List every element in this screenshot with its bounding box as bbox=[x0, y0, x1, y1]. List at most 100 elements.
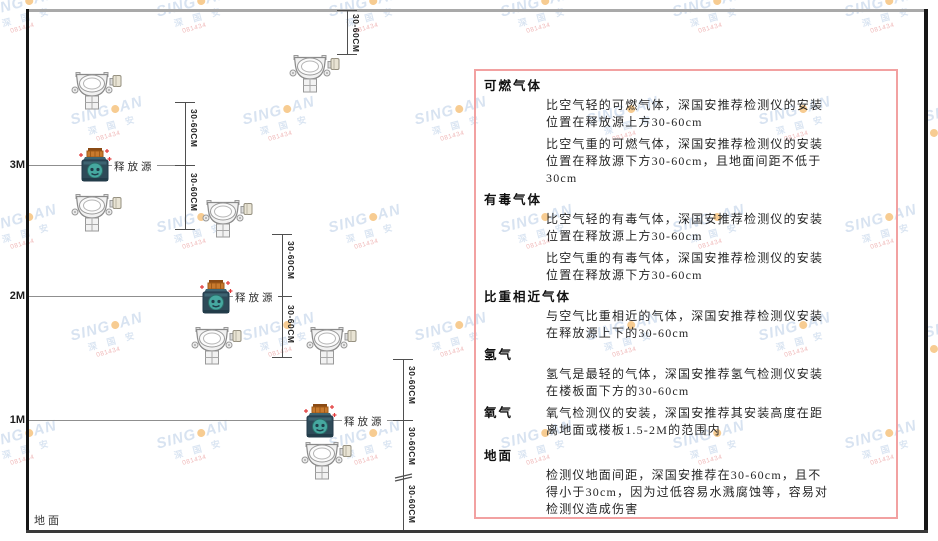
watermark-chinese-text: 深 国 安 bbox=[860, 5, 914, 29]
ceiling-line bbox=[26, 9, 928, 12]
level-line-2m bbox=[26, 296, 282, 297]
watermark-code-text: 081434 bbox=[267, 129, 294, 143]
section-title: 有毒气体 bbox=[484, 193, 543, 207]
watermark-code-text: 081434 bbox=[353, 21, 380, 35]
gas-detector-icon bbox=[305, 325, 357, 371]
release-source-icon bbox=[199, 279, 233, 319]
watermark-chinese-text: 深 国 安 bbox=[0, 221, 54, 245]
watermark-dot-icon bbox=[928, 343, 938, 354]
level-line-1m bbox=[26, 420, 403, 421]
gas-detector-icon bbox=[300, 440, 352, 486]
watermark-code-text: 081434 bbox=[697, 21, 724, 35]
section-paragraph: 与空气比重相近的气体，深国安推荐检测仪安装在释放源上下的30-60cm bbox=[546, 309, 824, 340]
watermark-dot-icon bbox=[195, 0, 206, 6]
watermark-dot-icon bbox=[23, 0, 34, 6]
info-panel-sections: 可燃气体 比空气轻的可燃气体，深国安推荐检测仪的安装位置在释放源上方30-60cm… bbox=[484, 78, 886, 517]
watermark-chinese-text: 深 国 安 bbox=[0, 5, 54, 29]
gas-detector-icon bbox=[190, 325, 242, 371]
watermark-dot-icon bbox=[109, 319, 120, 330]
watermark-dot-icon bbox=[367, 0, 378, 6]
dimension-line-ceiling bbox=[347, 10, 348, 55]
release-source-icon bbox=[78, 147, 112, 187]
panel-section: 地面检测仪地面间距，深国安推荐在30-60cm，且不得小于30cm，因为过低容易… bbox=[484, 448, 886, 517]
watermark-code-text: 081434 bbox=[9, 237, 36, 251]
section-title: 可燃气体 bbox=[484, 79, 543, 93]
dim-tick bbox=[337, 54, 357, 55]
watermark-dot-icon bbox=[195, 427, 206, 438]
right-wall-line bbox=[924, 9, 928, 533]
section-paragraph: 比空气轻的有毒气体，深国安推荐检测仪的安装位置在释放源上方30-60cm bbox=[546, 212, 824, 243]
watermark-code-text: 081434 bbox=[9, 21, 36, 35]
section-title: 氧气 bbox=[484, 406, 514, 420]
watermark-dot-icon bbox=[711, 0, 722, 6]
dim-tick bbox=[272, 234, 292, 235]
dim-tick bbox=[175, 102, 195, 103]
dim-tick bbox=[272, 357, 292, 358]
watermark-dot-icon bbox=[367, 427, 378, 438]
gas-detector-icon bbox=[70, 192, 122, 238]
dim-label: 30-60CM bbox=[407, 485, 417, 524]
release-source-label: 释放源 bbox=[233, 290, 278, 305]
dim-label: 30-60CM bbox=[286, 241, 296, 280]
ground-label: 地面 bbox=[34, 515, 62, 527]
watermark-dot-icon bbox=[883, 0, 894, 6]
watermark-dot-icon bbox=[539, 0, 550, 6]
dim-tick bbox=[175, 165, 195, 166]
dim-label: 30-60CM bbox=[407, 366, 417, 405]
panel-section: 有毒气体 比空气轻的有毒气体，深国安推荐检测仪的安装位置在释放源上方30-60cm… bbox=[484, 192, 886, 284]
dim-tick bbox=[337, 10, 357, 11]
dim-label: 30-60CM bbox=[189, 173, 199, 212]
gas-detector-icon bbox=[288, 53, 340, 99]
watermark-chinese-text: 深 国 安 bbox=[344, 221, 398, 245]
section-paragraph: 比空气重的有毒气体，深国安推荐检测仪的安装位置在释放源下方30-60cm bbox=[546, 251, 824, 282]
watermark-code-text: 081434 bbox=[95, 345, 122, 359]
release-source-label: 释放源 bbox=[112, 159, 157, 174]
left-wall-line bbox=[26, 9, 29, 533]
dim-label: 30-60CM bbox=[189, 109, 199, 148]
watermark-code-text: 081434 bbox=[181, 453, 208, 467]
gas-detector-icon bbox=[70, 70, 122, 116]
section-title: 氢气 bbox=[484, 348, 514, 362]
watermark-code-text: 081434 bbox=[353, 237, 380, 251]
panel-section: 氧气 氧气检测仪的安装，深国安推荐其安装高度在距离地面或楼板1.5-2M的范围内 bbox=[484, 405, 886, 439]
watermark-dot-icon bbox=[281, 103, 292, 114]
dim-tick bbox=[393, 359, 413, 360]
section-paragraph: 比空气重的可燃气体，深国安推荐检测仪的安装位置在释放源下方30-60cm，且地面… bbox=[546, 137, 824, 185]
watermark-code-text: 081434 bbox=[181, 21, 208, 35]
axis-label-1m: 1M bbox=[9, 414, 25, 426]
dim-tick bbox=[175, 229, 195, 230]
dim-label: 30-60CM bbox=[407, 427, 417, 466]
section-title: 地面 bbox=[484, 449, 514, 463]
panel-section: 可燃气体 比空气轻的可燃气体，深国安推荐检测仪的安装位置在释放源上方30-60cm… bbox=[484, 78, 886, 187]
section-paragraph: 检测仪地面间距，深国安推荐在30-60cm，且不得小于30cm，因为过低容易水溅… bbox=[546, 468, 829, 516]
panel-section: 氢气氢气是最轻的气体，深国安推荐氢气检测仪安装在楼板面下方的30-60cm bbox=[484, 347, 886, 400]
dim-label: 30-60CM bbox=[351, 14, 361, 53]
panel-section: 比重相近气体 与空气比重相近的气体，深国安推荐检测仪安装在释放源上下的30-60c… bbox=[484, 289, 886, 342]
section-paragraph: 氢气是最轻的气体，深国安推荐氢气检测仪安装在楼板面下方的30-60cm bbox=[546, 367, 824, 398]
watermark-dot-icon bbox=[367, 211, 378, 222]
axis-label-2m: 2M bbox=[9, 290, 25, 302]
watermark-chinese-text: 深 国 安 bbox=[344, 437, 398, 461]
watermark-chinese-text: 深 国 安 bbox=[258, 113, 312, 137]
watermark-code-text: 081434 bbox=[353, 453, 380, 467]
dimension-break-mark bbox=[394, 473, 413, 482]
dimension-line-3m bbox=[185, 102, 186, 230]
info-panel: 可燃气体 比空气轻的可燃气体，深国安推荐检测仪的安装位置在释放源上方30-60cm… bbox=[474, 69, 898, 519]
dimension-line-1m bbox=[403, 359, 404, 531]
axis-label-3m: 3M bbox=[9, 159, 25, 171]
watermark-dot-icon bbox=[453, 103, 464, 114]
